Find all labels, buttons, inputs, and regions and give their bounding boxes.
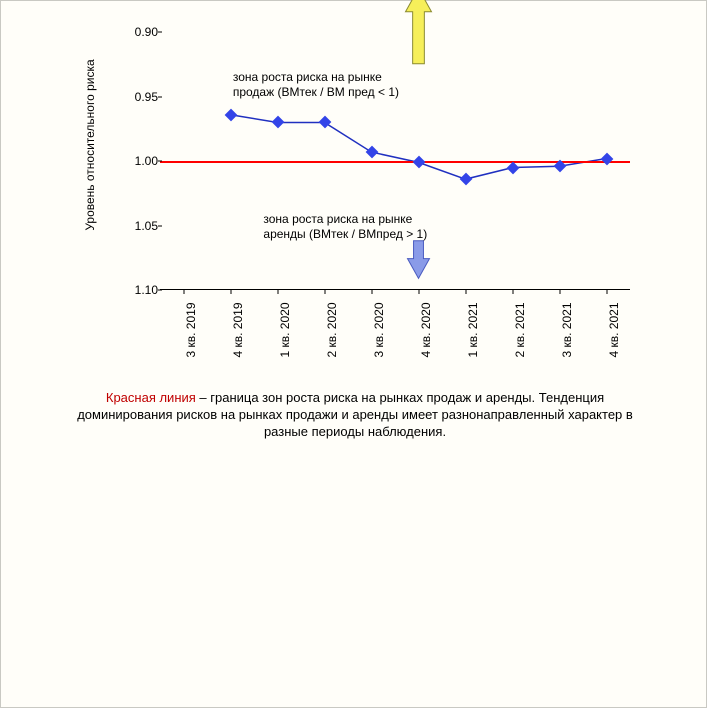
y-tick-label: 1.05 (120, 219, 158, 233)
x-tick-label: 2 кв. 2020 (325, 303, 339, 358)
x-tick-label: 4 кв. 2020 (419, 303, 433, 358)
x-tick-mark (559, 290, 560, 294)
x-tick-mark (512, 290, 513, 294)
annotation-0: зона роста риска на рынке продаж (ВМтек … (233, 70, 399, 100)
y-tick-label: 1.00 (120, 154, 158, 168)
x-tick-mark (183, 290, 184, 294)
x-tick-label: 3 кв. 2019 (184, 303, 198, 358)
x-tick-label: 2 кв. 2021 (513, 303, 527, 358)
x-tick-mark (277, 290, 278, 294)
y-tick-mark (158, 225, 162, 226)
x-tick-label: 3 кв. 2021 (560, 303, 574, 358)
risk-chart: Уровень относительного риска зона роста … (100, 0, 670, 360)
x-tick-mark (465, 290, 466, 294)
x-tick-mark (230, 290, 231, 294)
plot-area: зона роста риска на рынке продаж (ВМтек … (160, 0, 630, 290)
x-tick-label: 3 кв. 2020 (372, 303, 386, 358)
x-tick-label: 1 кв. 2021 (466, 303, 480, 358)
y-tick-label: 0.95 (120, 90, 158, 104)
y-tick-label: 0.90 (120, 25, 158, 39)
x-tick-label: 4 кв. 2019 (231, 303, 245, 358)
x-tick-mark (324, 290, 325, 294)
caption: Красная линия – граница зон роста риска … (60, 390, 650, 441)
x-tick-mark (606, 290, 607, 294)
y-tick-mark (158, 290, 162, 291)
x-tick-mark (418, 290, 419, 294)
y-tick-label: 1.10 (120, 283, 158, 297)
y-axis-label: Уровень относительного риска (83, 59, 97, 230)
y-tick-mark (158, 96, 162, 97)
x-tick-mark (371, 290, 372, 294)
annotation-1: зона роста риска на рынке аренды (ВМтек … (263, 212, 427, 242)
y-tick-mark (158, 161, 162, 162)
y-tick-mark (158, 32, 162, 33)
x-tick-label: 1 кв. 2020 (278, 303, 292, 358)
arrow-down (160, 0, 630, 290)
x-tick-label: 4 кв. 2021 (607, 303, 621, 358)
caption-highlight: Красная линия (106, 390, 196, 405)
